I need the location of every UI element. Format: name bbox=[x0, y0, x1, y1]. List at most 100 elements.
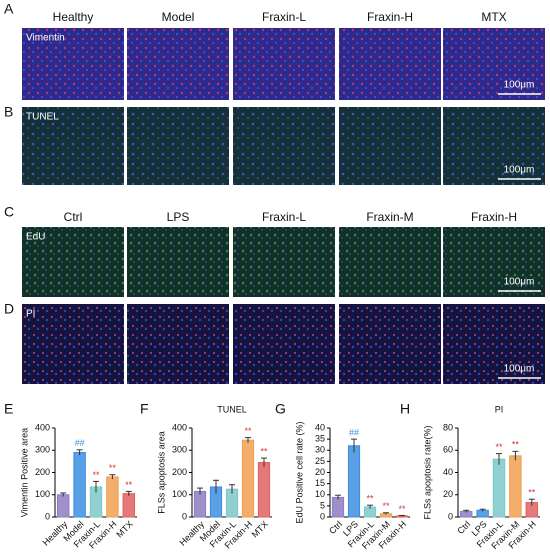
column-header: LPS bbox=[167, 210, 190, 224]
y-axis-label: EdU Positive cell rate (%) bbox=[294, 421, 304, 523]
column-header: Fraxin-L bbox=[262, 210, 306, 224]
micrograph bbox=[22, 227, 124, 297]
bar bbox=[122, 493, 136, 518]
significance: ** bbox=[366, 494, 374, 504]
micrograph bbox=[127, 227, 229, 297]
row-label: EdU bbox=[26, 232, 45, 243]
bar bbox=[492, 458, 506, 518]
panel-label: A bbox=[4, 1, 14, 17]
bar bbox=[257, 461, 271, 518]
scale-bar-label: 100μm bbox=[504, 277, 535, 288]
panel-label: G bbox=[275, 401, 286, 417]
chart-title: TUNEL bbox=[217, 404, 247, 414]
bar bbox=[73, 451, 86, 518]
significance: ** bbox=[512, 440, 520, 450]
chart-title: PI bbox=[495, 404, 504, 414]
row-label: Vimentin bbox=[26, 33, 65, 44]
y-tick-label: 0 bbox=[182, 511, 187, 521]
y-tick-label: 5 bbox=[320, 500, 325, 510]
significance: ** bbox=[398, 504, 406, 514]
column-header: Model bbox=[162, 10, 195, 24]
micrograph bbox=[443, 304, 545, 384]
significance: ** bbox=[382, 501, 390, 511]
micrograph bbox=[233, 107, 335, 185]
bar bbox=[193, 490, 207, 518]
significance: ** bbox=[92, 470, 100, 480]
panel-label: D bbox=[4, 301, 14, 317]
y-tick-label: 300 bbox=[35, 445, 50, 455]
panel-label: H bbox=[400, 401, 410, 417]
micrograph bbox=[339, 107, 441, 185]
significance: ** bbox=[260, 446, 268, 456]
micrograph bbox=[339, 28, 441, 100]
y-axis-label: Vimentin Positive area bbox=[19, 428, 29, 517]
y-tick-label: 300 bbox=[172, 445, 187, 455]
y-tick-label: 60 bbox=[443, 445, 453, 455]
y-tick-label: 20 bbox=[443, 489, 453, 499]
micrograph bbox=[22, 28, 124, 100]
micrograph bbox=[339, 304, 441, 384]
x-tick-label: MTX bbox=[114, 519, 135, 540]
micrograph bbox=[443, 28, 545, 100]
micrograph bbox=[233, 304, 335, 384]
y-tick-label: 200 bbox=[172, 467, 187, 477]
micrograph bbox=[339, 227, 441, 297]
y-tick-label: 40 bbox=[443, 467, 453, 477]
y-tick-label: 200 bbox=[35, 467, 50, 477]
micrograph bbox=[127, 28, 229, 100]
micrograph bbox=[22, 304, 124, 384]
micrograph bbox=[127, 107, 229, 185]
y-tick-label: 10 bbox=[315, 489, 325, 499]
panel-label: F bbox=[140, 401, 149, 417]
column-header: Fraxin-L bbox=[262, 10, 306, 24]
significance: ** bbox=[125, 480, 133, 490]
micrograph bbox=[233, 28, 335, 100]
micrograph bbox=[443, 107, 545, 185]
column-header: Ctrl bbox=[64, 210, 83, 224]
x-tick-label: Ctrl bbox=[327, 519, 344, 536]
row-label: TUNEL bbox=[26, 112, 59, 123]
significance: ** bbox=[495, 442, 503, 452]
significance: ** bbox=[528, 488, 536, 498]
y-tick-label: 0 bbox=[448, 511, 453, 521]
panel-label: B bbox=[4, 104, 13, 120]
y-tick-label: 100 bbox=[172, 489, 187, 499]
y-tick-label: 400 bbox=[35, 422, 50, 432]
micrograph bbox=[443, 227, 545, 297]
y-tick-label: 25 bbox=[315, 456, 325, 466]
significance: ** bbox=[244, 426, 252, 436]
bar bbox=[509, 455, 522, 518]
scale-bar-label: 100μm bbox=[504, 165, 535, 176]
x-tick-label: Ctrl bbox=[455, 519, 472, 536]
bar bbox=[347, 445, 361, 518]
y-axis-label: FLSs apoptosis rate(%) bbox=[422, 425, 432, 519]
y-tick-label: 35 bbox=[315, 434, 325, 444]
significance: ## bbox=[349, 428, 359, 438]
y-axis-label: FLSs apoptosis area bbox=[156, 431, 166, 514]
panel-label: C bbox=[4, 204, 14, 220]
y-tick-label: 15 bbox=[315, 478, 325, 488]
micrograph bbox=[233, 227, 335, 297]
row-label: PI bbox=[26, 309, 35, 320]
y-tick-label: 80 bbox=[443, 422, 453, 432]
bar bbox=[331, 496, 345, 518]
scale-bar-label: 100μm bbox=[504, 364, 535, 375]
significance: ## bbox=[75, 438, 85, 448]
significance: ** bbox=[109, 463, 117, 473]
bar bbox=[106, 476, 119, 518]
column-header: Fraxin-H bbox=[367, 10, 413, 24]
x-tick-label: MTX bbox=[250, 519, 271, 540]
bar bbox=[241, 439, 255, 518]
y-tick-label: 0 bbox=[320, 511, 325, 521]
column-header: Fraxin-H bbox=[471, 210, 517, 224]
y-tick-label: 400 bbox=[172, 422, 187, 432]
bar bbox=[56, 494, 70, 518]
y-tick-label: 40 bbox=[315, 422, 325, 432]
column-header: Fraxin-M bbox=[366, 210, 413, 224]
panel-label: E bbox=[4, 401, 13, 417]
column-header: Healthy bbox=[53, 10, 94, 24]
y-tick-label: 20 bbox=[315, 467, 325, 477]
micrograph bbox=[22, 107, 124, 185]
scale-bar-label: 100μm bbox=[504, 80, 535, 91]
